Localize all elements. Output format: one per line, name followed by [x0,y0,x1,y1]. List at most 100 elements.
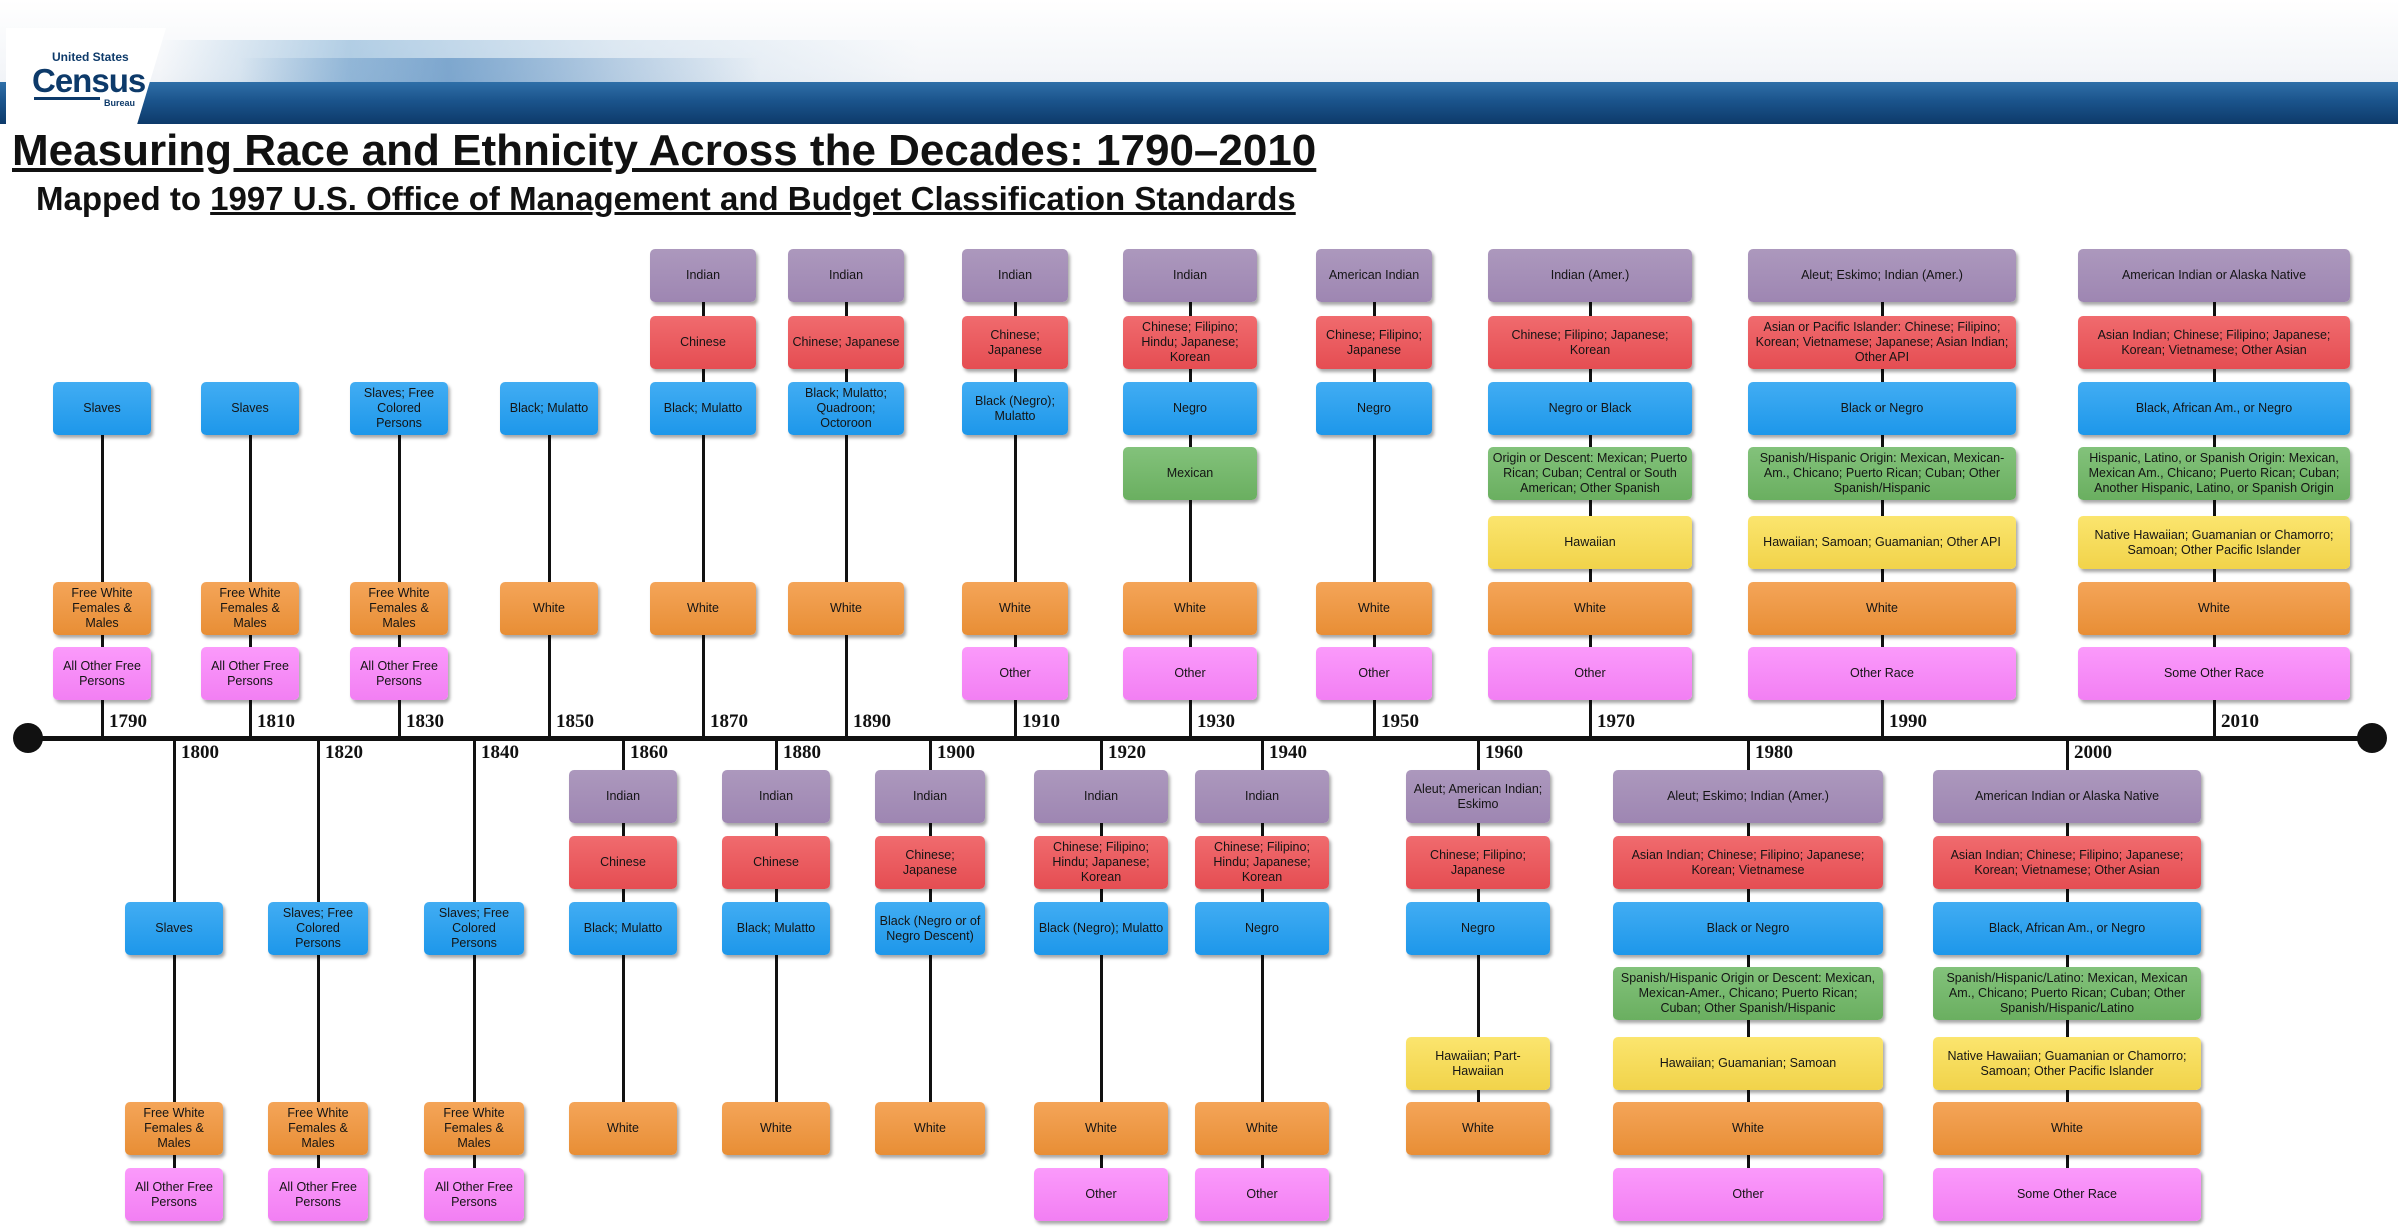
year-label-1870: 1870 [710,711,748,732]
category-box-1860-orange: White [569,1102,677,1155]
category-box-1850-blue: Black; Mulatto [500,382,598,435]
logo-census: Census [32,62,146,99]
connector-1870 [702,249,705,738]
connector-1910 [1014,249,1017,738]
census-bureau-logo: United States Census Bureau [6,28,166,124]
category-box-1900-red: Chinese; Japanese [875,836,985,889]
category-box-1940-red: Chinese; Filipino; Hindu; Japanese; Kore… [1195,836,1329,889]
category-box-1810-blue: Slaves [201,382,299,435]
category-box-2000-red: Asian Indian; Chinese; Filipino; Japanes… [1933,836,2201,889]
category-box-2010-purple: American Indian or Alaska Native [2078,249,2350,302]
category-box-1790-blue: Slaves [53,382,151,435]
category-box-1880-red: Chinese [722,836,830,889]
year-label-1930: 1930 [1197,711,1235,732]
year-label-1960: 1960 [1485,742,1523,763]
connector-1920 [1100,738,1103,1221]
category-box-1980-blue: Black or Negro [1613,902,1883,955]
year-label-1860: 1860 [630,742,668,763]
category-box-1830-blue: Slaves; Free Colored Persons [350,382,448,435]
category-box-1950-red: Chinese; Filipino; Japanese [1316,316,1432,369]
category-box-1970-blue: Negro or Black [1488,382,1692,435]
header-decoration-accent [240,58,760,82]
category-box-1980-purple: Aleut; Eskimo; Indian (Amer.) [1613,770,1883,823]
category-box-1810-orange: Free White Females & Males [201,582,299,635]
category-box-1920-pink: Other [1034,1168,1168,1221]
category-box-1860-red: Chinese [569,836,677,889]
category-box-2000-yellow: Native Hawaiian; Guamanian or Chamorro; … [1933,1037,2201,1090]
category-box-1960-blue: Negro [1406,902,1550,955]
category-box-1940-orange: White [1195,1102,1329,1155]
category-box-1960-purple: Aleut; American Indian; Eskimo [1406,770,1550,823]
category-box-2000-pink: Some Other Race [1933,1168,2201,1221]
category-box-1840-pink: All Other Free Persons [424,1168,524,1221]
category-box-1960-yellow: Hawaiian; Part-Hawaiian [1406,1037,1550,1090]
category-box-1840-blue: Slaves; Free Colored Persons [424,902,524,955]
category-box-1970-yellow: Hawaiian [1488,516,1692,569]
year-label-1890: 1890 [853,711,891,732]
category-box-2000-orange: White [1933,1102,2201,1155]
category-box-1950-blue: Negro [1316,382,1432,435]
connector-1800 [173,738,176,1221]
category-box-1970-red: Chinese; Filipino; Japanese; Korean [1488,316,1692,369]
category-box-1790-orange: Free White Females & Males [53,582,151,635]
category-box-1930-pink: Other [1123,647,1257,700]
connector-1820 [317,738,320,1221]
year-label-1980: 1980 [1755,742,1793,763]
year-label-1880: 1880 [783,742,821,763]
category-box-2000-purple: American Indian or Alaska Native [1933,770,2201,823]
year-label-1950: 1950 [1381,711,1419,732]
logo-bureau: Bureau [104,98,136,108]
category-box-1870-blue: Black; Mulatto [650,382,756,435]
connector-1950 [1373,249,1376,738]
category-box-1810-pink: All Other Free Persons [201,647,299,700]
category-box-1950-pink: Other [1316,647,1432,700]
category-box-1970-green: Origin or Descent: Mexican; Puerto Rican… [1488,447,1692,500]
category-box-2010-blue: Black, African Am., or Negro [2078,382,2350,435]
category-box-1870-orange: White [650,582,756,635]
category-box-1800-orange: Free White Females & Males [125,1102,223,1155]
connector-1840 [473,738,476,1221]
category-box-1820-orange: Free White Females & Males [268,1102,368,1155]
category-box-1900-orange: White [875,1102,985,1155]
year-label-1850: 1850 [556,711,594,732]
connector-1850 [548,382,551,738]
category-box-1920-red: Chinese; Filipino; Hindu; Japanese; Kore… [1034,836,1168,889]
year-label-1840: 1840 [481,742,519,763]
timeline-axis [28,736,2372,741]
category-box-1990-orange: White [1748,582,2016,635]
subtitle-standards-link: 1997 U.S. Office of Management and Budge… [210,180,1296,217]
category-box-1890-blue: Black; Mulatto; Quadroon; Octoroon [788,382,904,435]
logo-united-states: United States [52,50,129,64]
category-box-1990-pink: Other Race [1748,647,2016,700]
subtitle-prefix: Mapped to [36,180,211,217]
category-box-1950-purple: American Indian [1316,249,1432,302]
timeline-start-cap [13,723,43,753]
category-box-2000-blue: Black, African Am., or Negro [1933,902,2201,955]
connector-1940 [1261,738,1264,1221]
header-blue-band [0,82,2398,124]
category-box-2010-yellow: Native Hawaiian; Guamanian or Chamorro; … [2078,516,2350,569]
year-label-1940: 1940 [1269,742,1307,763]
category-box-1820-blue: Slaves; Free Colored Persons [268,902,368,955]
category-box-1910-red: Chinese; Japanese [962,316,1068,369]
category-box-1800-pink: All Other Free Persons [125,1168,223,1221]
category-box-1990-blue: Black or Negro [1748,382,2016,435]
category-box-1990-green: Spanish/Hispanic Origin: Mexican, Mexica… [1748,447,2016,500]
year-label-1830: 1830 [406,711,444,732]
category-box-1910-orange: White [962,582,1068,635]
category-box-1850-orange: White [500,582,598,635]
connector-1790 [101,382,104,738]
connector-1890 [845,249,848,738]
year-label-1900: 1900 [937,742,975,763]
category-box-1790-pink: All Other Free Persons [53,647,151,700]
category-box-1930-green: Mexican [1123,447,1257,500]
year-label-1990: 1990 [1889,711,1927,732]
category-box-1970-purple: Indian (Amer.) [1488,249,1692,302]
category-box-1930-red: Chinese; Filipino; Hindu; Japanese; Kore… [1123,316,1257,369]
category-box-1800-blue: Slaves [125,902,223,955]
category-box-2010-green: Hispanic, Latino, or Spanish Origin: Mex… [2078,447,2350,500]
category-box-1910-purple: Indian [962,249,1068,302]
category-box-1830-pink: All Other Free Persons [350,647,448,700]
category-box-1900-purple: Indian [875,770,985,823]
category-box-1830-orange: Free White Females & Males [350,582,448,635]
